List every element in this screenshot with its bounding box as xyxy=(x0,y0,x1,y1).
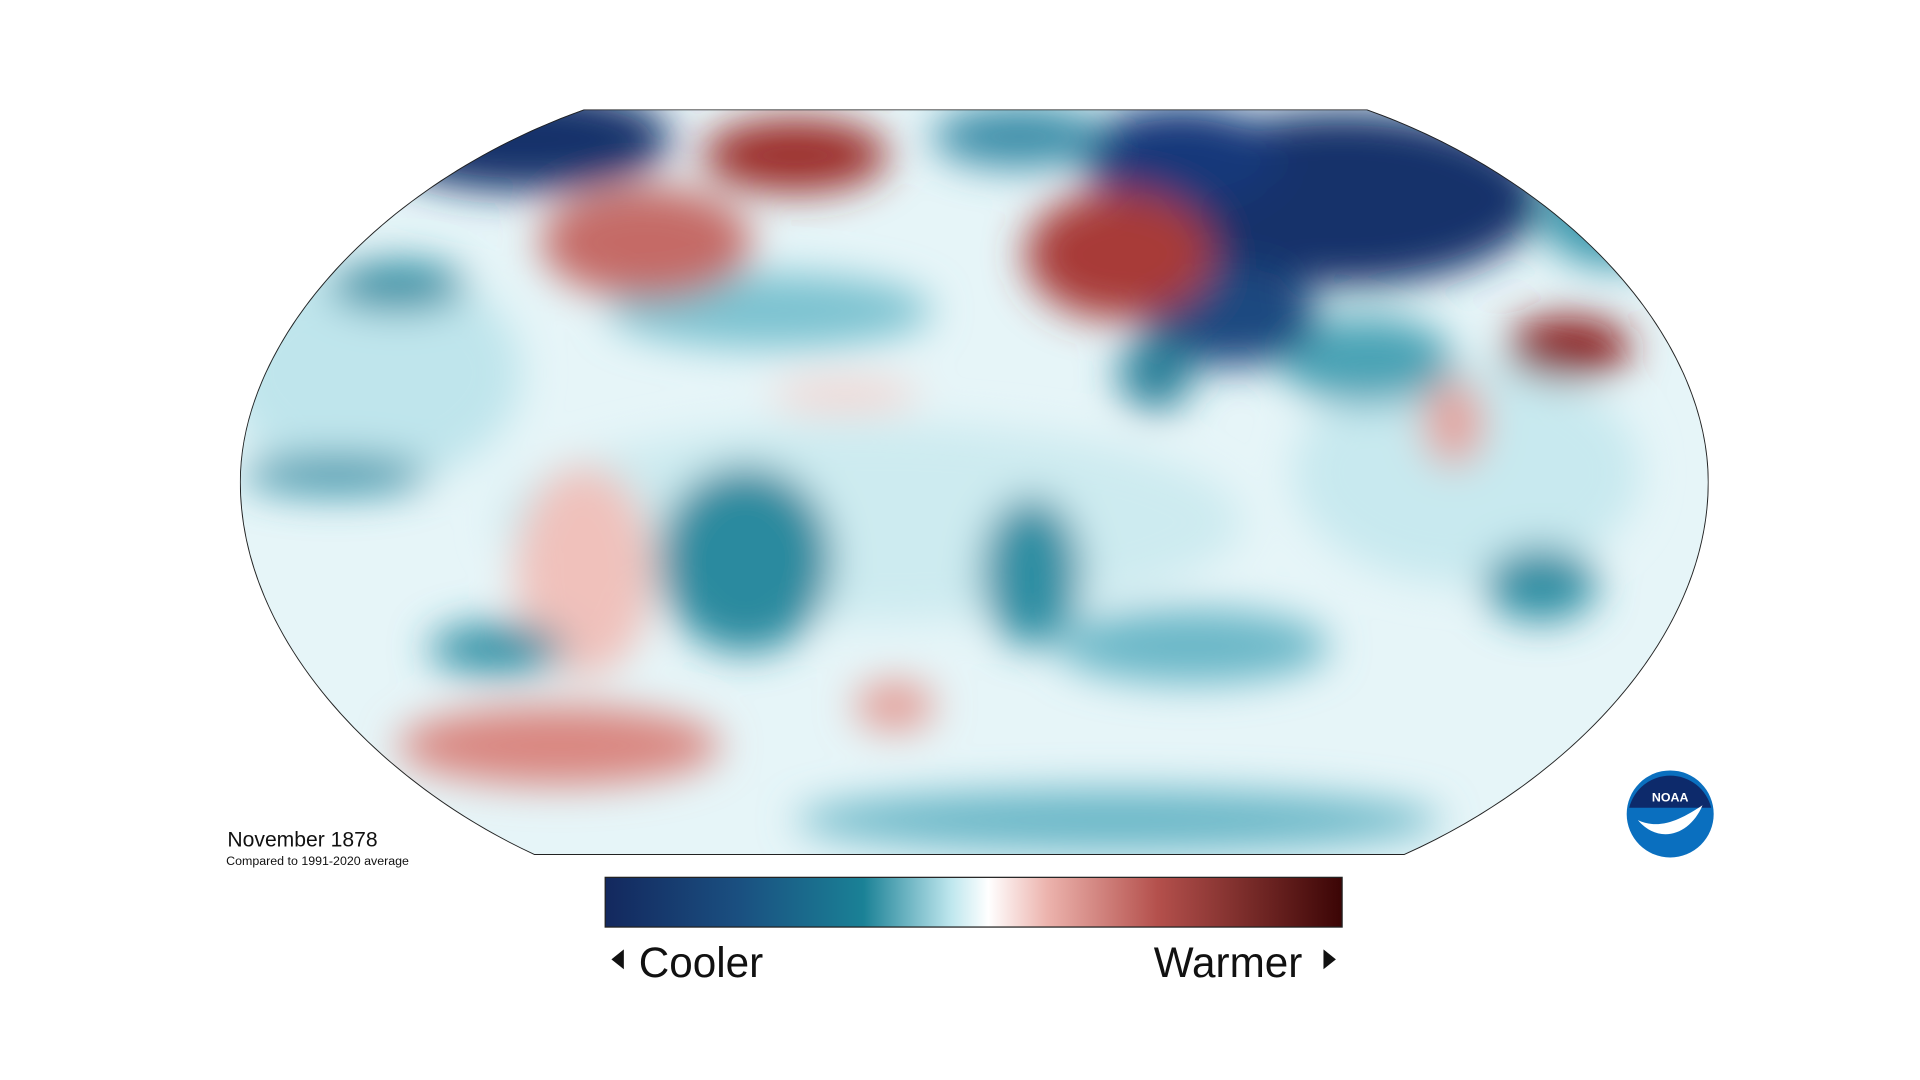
legend-low: Cooler xyxy=(639,939,763,986)
legend-high: Warmer xyxy=(1154,939,1303,986)
arrow-right xyxy=(1323,949,1336,970)
map-subtitle: Compared to 1991-2020 average xyxy=(226,854,409,868)
color-bar xyxy=(604,876,1343,928)
anomaly-map xyxy=(239,109,1709,855)
map-title: November 1878 xyxy=(227,828,377,851)
noaa-logo: NOAA xyxy=(1626,770,1714,858)
content: November 1878 Compared to 1991-2020 aver… xyxy=(226,109,1714,986)
arrow-left xyxy=(611,949,624,970)
logo-text: NOAA xyxy=(1652,791,1689,805)
